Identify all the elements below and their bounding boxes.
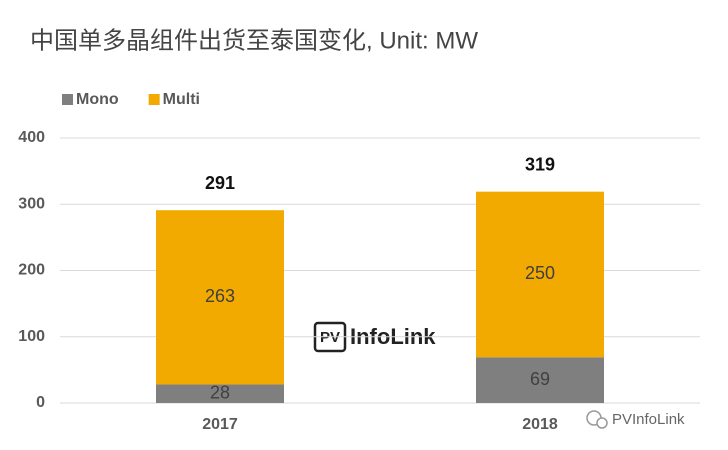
source-text: PVInfoLink (612, 411, 685, 428)
source: PVInfoLink (586, 410, 685, 429)
bar-segment (476, 357, 604, 403)
bar-segment (156, 210, 284, 385)
data-label: 28 (210, 382, 230, 402)
source-icon (596, 417, 608, 429)
legend-label: Mono (76, 91, 119, 108)
data-label: 69 (530, 369, 550, 389)
y-tick-label: 100 (18, 328, 45, 345)
bar-segment (476, 191, 604, 358)
legend-swatch (62, 94, 73, 105)
y-tick-label: 400 (18, 129, 45, 146)
chart-title: 中国单多晶组件出货至泰国变化, Unit: MW (30, 27, 478, 54)
data-label: 263 (205, 286, 235, 306)
legend-swatch (148, 94, 160, 105)
logo-badge: PV (320, 329, 340, 346)
total-label: 291 (205, 173, 235, 193)
legend-label: Multi (163, 91, 200, 108)
bar-segment (156, 384, 284, 403)
x-tick-label: 2017 (202, 416, 238, 433)
y-tick-label: 0 (36, 394, 45, 411)
y-tick-label: 300 (18, 195, 45, 212)
x-tick-label: 2018 (522, 416, 558, 433)
data-label: 250 (525, 263, 555, 283)
total-label: 319 (525, 154, 555, 174)
y-tick-label: 200 (18, 262, 45, 279)
